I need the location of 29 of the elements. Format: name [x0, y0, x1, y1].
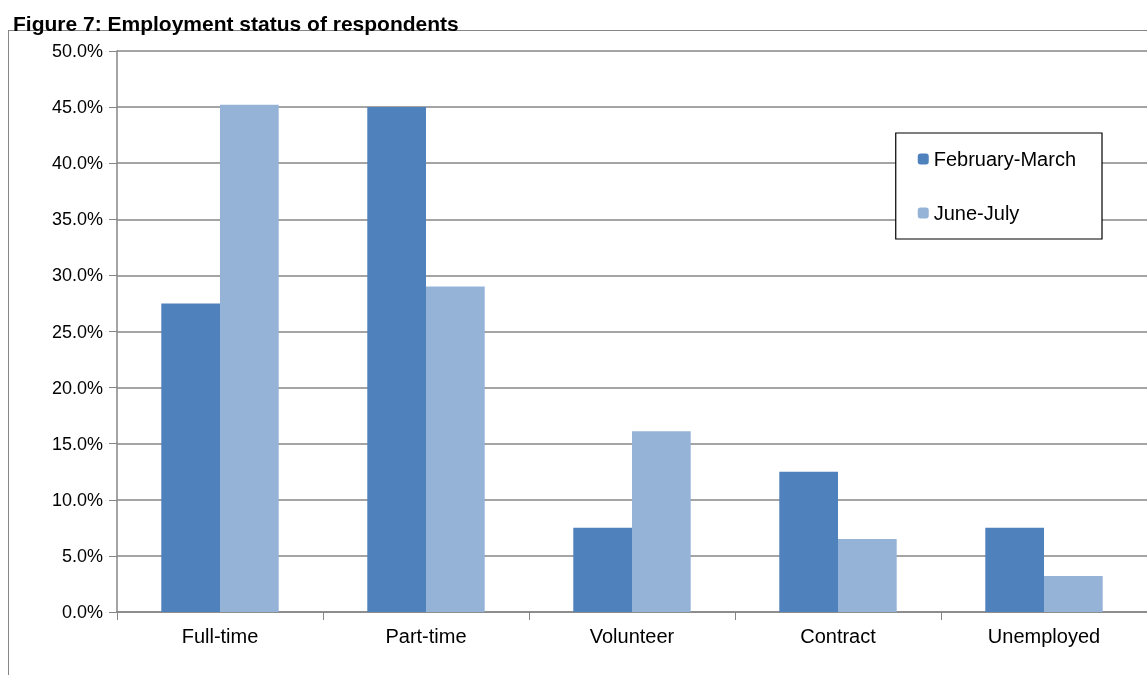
y-tick-label: 30.0% — [51, 265, 103, 286]
y-tick-label: 35.0% — [51, 209, 103, 230]
bar — [985, 527, 1044, 612]
y-tick-label: 40.0% — [51, 153, 103, 174]
bar — [573, 527, 632, 612]
y-tick-label: 10.0% — [51, 489, 103, 510]
bar — [1044, 576, 1103, 612]
bar — [367, 107, 426, 612]
x-tick-label: Contract — [800, 625, 877, 647]
bar — [161, 303, 220, 612]
y-tick-label: 20.0% — [51, 377, 103, 398]
x-tick-label: Part-time — [385, 625, 467, 647]
chart-title: Figure 7: Employment status of respondents — [13, 12, 459, 35]
bar — [632, 431, 691, 612]
bar — [426, 286, 485, 612]
x-tick-label: Unemployed — [987, 625, 1101, 647]
y-tick-label: 5.0% — [61, 545, 103, 566]
y-tick-label: 45.0% — [51, 97, 103, 118]
x-tick-label: Full-time — [181, 625, 259, 647]
y-tick-label: 15.0% — [51, 433, 103, 454]
bar — [838, 539, 897, 612]
legend-label: June-July — [933, 202, 1020, 224]
bar — [779, 471, 838, 612]
x-tick-label: Volunteer — [589, 625, 675, 647]
y-tick-label: 50.0% — [51, 41, 103, 61]
y-tick-label: 25.0% — [51, 321, 103, 342]
legend-label: February-March — [933, 148, 1077, 170]
bar — [220, 104, 279, 612]
y-tick-label: 0.0% — [61, 602, 103, 622]
